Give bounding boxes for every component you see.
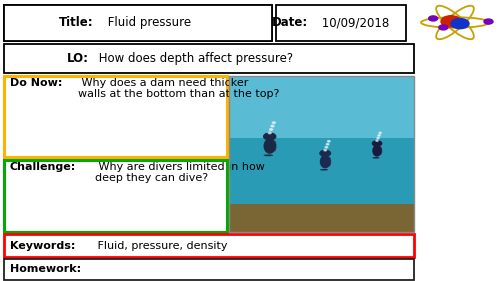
Circle shape	[325, 146, 328, 148]
FancyBboxPatch shape	[4, 76, 226, 157]
FancyBboxPatch shape	[276, 5, 406, 41]
Text: Why are divers limited in how
deep they can dive?: Why are divers limited in how deep they …	[96, 162, 266, 183]
Ellipse shape	[320, 169, 328, 171]
FancyBboxPatch shape	[4, 5, 272, 41]
Text: Do Now:: Do Now:	[10, 78, 62, 88]
FancyBboxPatch shape	[4, 44, 414, 73]
Text: Title:: Title:	[59, 16, 94, 29]
Ellipse shape	[372, 157, 380, 158]
FancyBboxPatch shape	[229, 204, 414, 232]
Circle shape	[272, 122, 276, 124]
Circle shape	[377, 137, 379, 139]
Circle shape	[328, 140, 330, 142]
Circle shape	[439, 25, 448, 30]
FancyBboxPatch shape	[229, 76, 414, 232]
Text: Fluid, pressure, density: Fluid, pressure, density	[94, 241, 228, 251]
Circle shape	[376, 140, 378, 141]
Circle shape	[264, 133, 276, 140]
Text: Date:: Date:	[272, 16, 308, 29]
Circle shape	[320, 150, 330, 156]
FancyBboxPatch shape	[229, 76, 414, 138]
Circle shape	[270, 129, 272, 130]
Circle shape	[441, 16, 461, 27]
Text: LO:: LO:	[67, 52, 89, 65]
Circle shape	[324, 149, 326, 151]
Ellipse shape	[272, 140, 276, 151]
Circle shape	[484, 19, 493, 24]
Text: How does depth affect pressure?: How does depth affect pressure?	[96, 52, 294, 65]
Circle shape	[326, 144, 329, 145]
FancyBboxPatch shape	[4, 160, 226, 232]
Text: 10/09/2018: 10/09/2018	[318, 16, 390, 29]
Ellipse shape	[264, 138, 276, 154]
Ellipse shape	[320, 155, 330, 168]
Circle shape	[451, 19, 469, 29]
Circle shape	[428, 16, 438, 21]
Text: Fluid pressure: Fluid pressure	[104, 16, 191, 29]
Text: Why does a dam need thicker
walls at the bottom than at the top?: Why does a dam need thicker walls at the…	[78, 78, 279, 99]
Circle shape	[379, 132, 382, 133]
Text: Keywords:: Keywords:	[10, 241, 76, 251]
Circle shape	[372, 141, 382, 146]
Circle shape	[268, 132, 271, 134]
Text: Challenge:: Challenge:	[10, 162, 76, 172]
Text: Homework:: Homework:	[10, 264, 81, 274]
Ellipse shape	[328, 157, 331, 166]
FancyBboxPatch shape	[4, 234, 414, 257]
FancyBboxPatch shape	[4, 259, 414, 280]
Circle shape	[378, 135, 380, 136]
Ellipse shape	[380, 147, 382, 155]
Ellipse shape	[264, 154, 273, 156]
Circle shape	[271, 125, 274, 127]
FancyBboxPatch shape	[4, 5, 272, 41]
Ellipse shape	[372, 145, 382, 157]
